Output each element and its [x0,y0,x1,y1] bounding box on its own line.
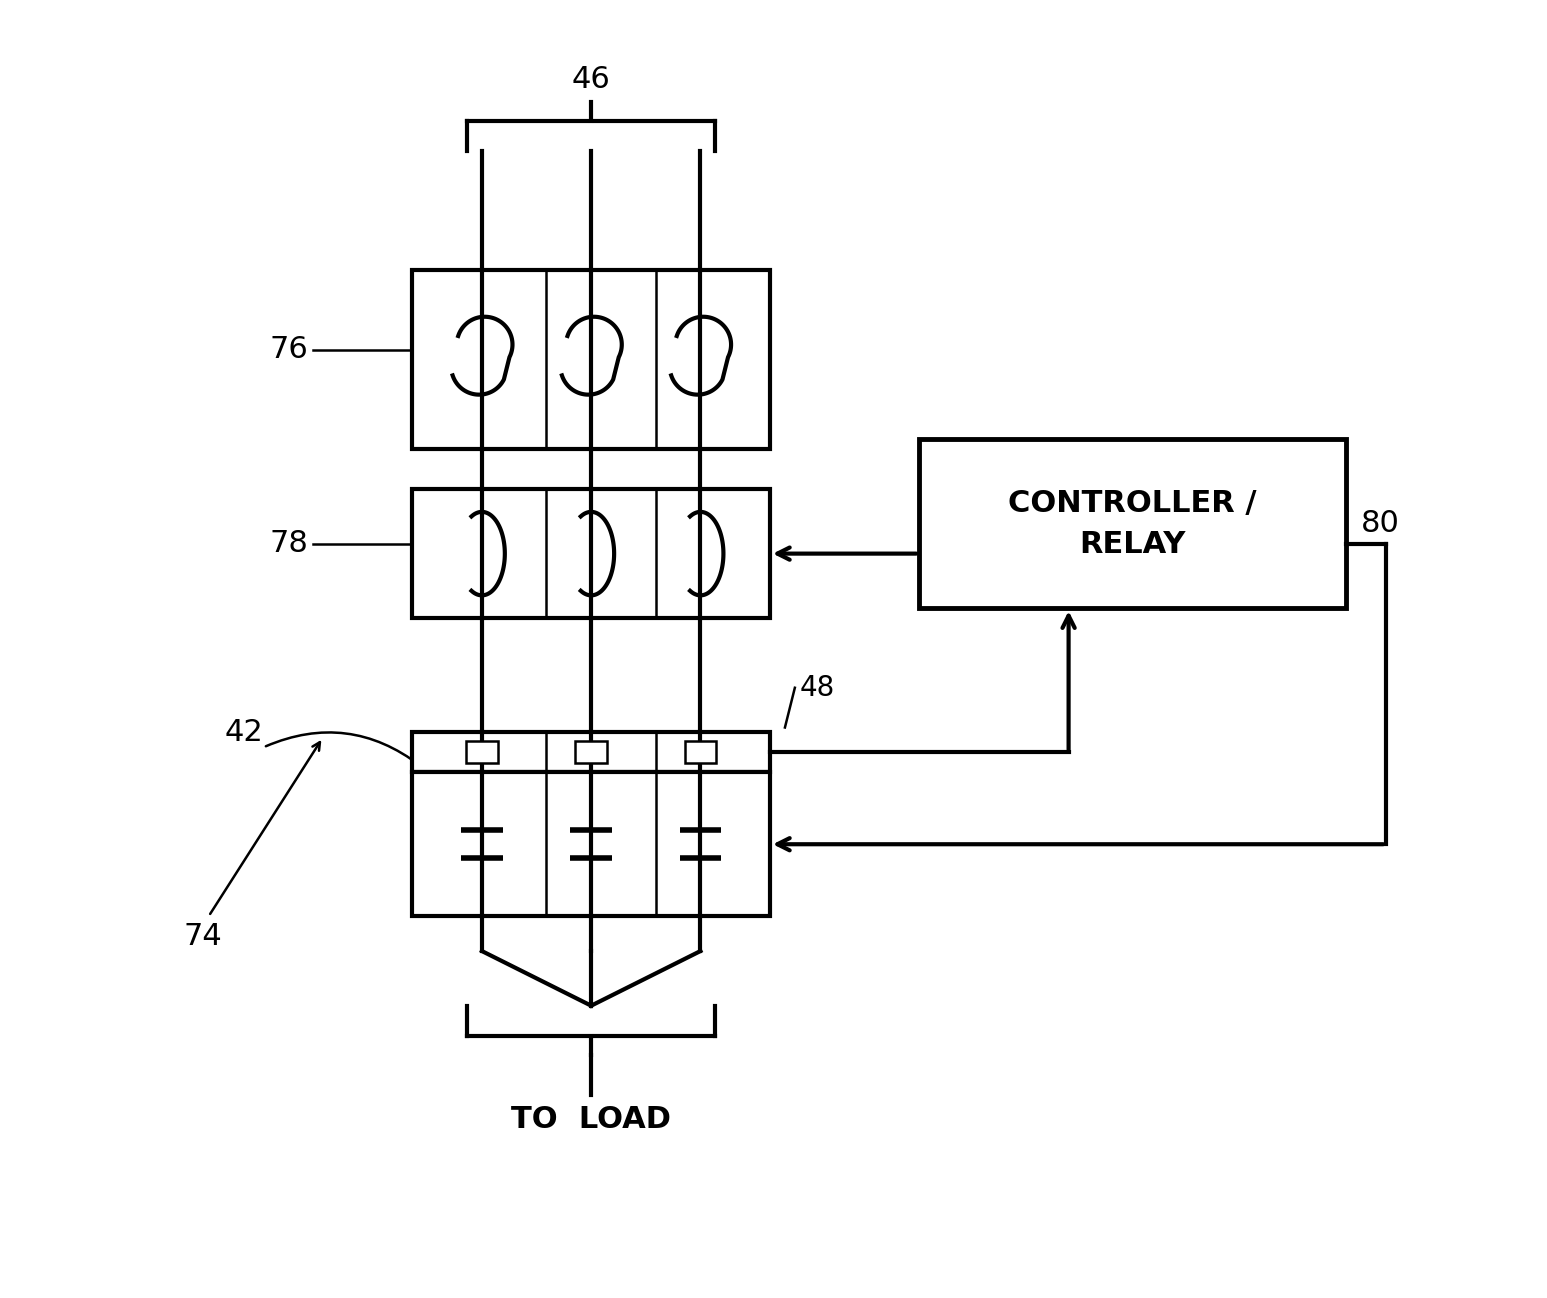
Bar [413,489,770,618]
Text: TO  LOAD: TO LOAD [511,1105,671,1134]
Bar [919,439,1346,609]
Bar [413,772,770,916]
Bar [685,741,716,763]
Bar [413,732,770,772]
Text: 46: 46 [572,65,611,93]
FancyArrowPatch shape [266,732,421,766]
Text: 78: 78 [269,530,308,558]
Bar [466,741,498,763]
Bar [575,741,606,763]
Text: 76: 76 [269,335,308,365]
Text: 42: 42 [224,718,263,746]
Text: 74: 74 [184,922,223,950]
Text: CONTROLLER /
RELAY: CONTROLLER / RELAY [1009,489,1256,558]
Bar [413,270,770,449]
Text: 48: 48 [800,674,835,702]
Text: 80: 80 [1361,509,1400,539]
